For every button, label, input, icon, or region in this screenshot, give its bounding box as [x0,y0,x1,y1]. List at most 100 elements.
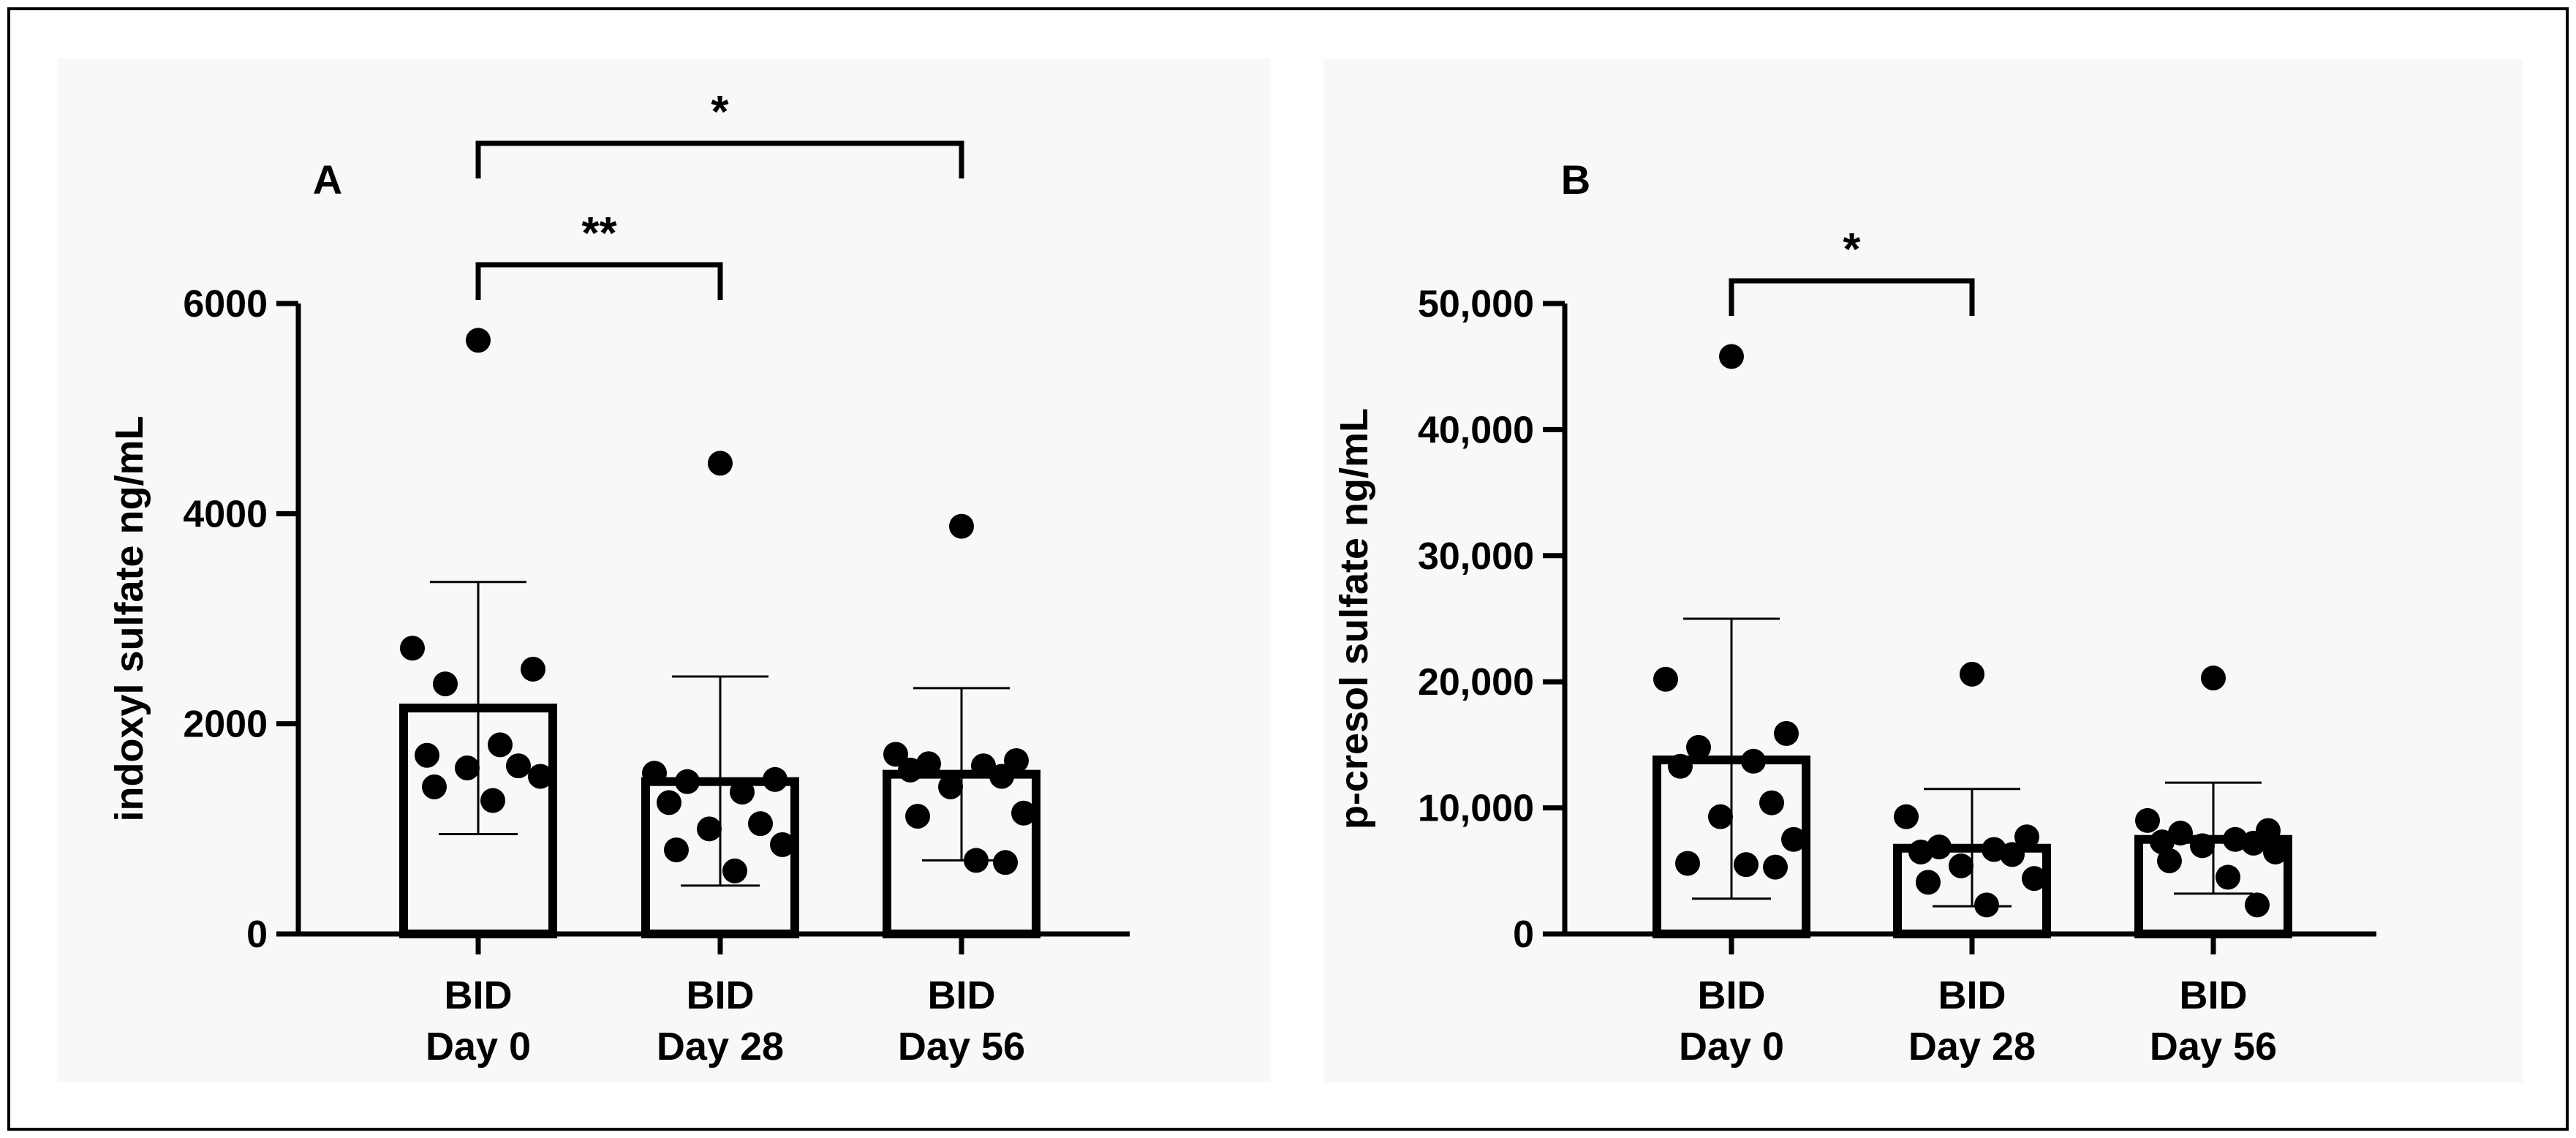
data-point [2190,833,2215,859]
data-point [506,753,531,779]
y-tick-label: 6000 [183,283,268,325]
data-point [642,761,667,786]
data-point [2157,848,2182,874]
data-point [1004,747,1029,773]
significance-label: * [1843,225,1861,275]
x-tick-label: BID [1938,973,2006,1017]
data-point [1653,666,1678,692]
x-tick-label: Day 0 [1679,1025,1784,1069]
data-point [2022,866,2047,892]
x-tick-label: Day 0 [426,1025,531,1069]
x-tick-label: Day 56 [898,1025,1025,1069]
data-point [528,764,553,789]
data-point [1708,804,1733,829]
data-point [2241,830,2266,856]
data-point [993,850,1018,875]
bar [641,777,799,939]
data-point [1960,661,1984,687]
data-point [722,858,747,883]
data-point [422,774,447,799]
data-point [989,764,1014,789]
data-point [1686,734,1711,760]
data-point [1675,851,1700,876]
x-tick-label: Day 56 [2150,1025,2277,1069]
data-point [415,742,439,768]
data-point [675,769,700,794]
y-tick-label: 0 [246,913,268,956]
data-point [1741,748,1766,774]
data-point [2000,842,2025,867]
x-tick-label: BID [2180,973,2248,1017]
data-point [1719,344,1744,369]
data-point [883,742,908,767]
panel-a-background [57,59,1271,1082]
panel-label: A [313,157,342,203]
data-point [905,804,930,829]
x-tick-label: Day 28 [1908,1025,2036,1069]
data-point [1974,892,1999,918]
data-point [949,513,974,539]
x-tick-label: Day 28 [657,1025,784,1069]
significance-label: * [711,87,729,137]
data-point [1759,790,1784,815]
data-point [2263,839,2288,864]
bar [1893,843,2051,938]
data-point [770,832,795,857]
y-tick-label: 4000 [183,493,268,535]
bar [1653,755,1810,939]
y-tick-label: 30,000 [1418,535,1534,578]
y-tick-label: 0 [1513,913,1534,956]
data-point [898,757,923,783]
panel-b-p-cresol-sulfate: Bp-cresol sulfate ng/mL 0 10,000 20,000 30,0… [1332,157,2376,1069]
data-point [964,848,989,873]
data-point [1734,852,1759,878]
data-point [2014,824,2039,850]
data-point [488,732,513,758]
x-tick-label: BID [445,973,513,1017]
data-point [1011,800,1036,826]
data-point [708,451,733,476]
data-point [1774,720,1799,746]
data-point [433,671,458,697]
data-point [763,766,787,792]
significance-bracket [1729,278,1975,316]
panel-b-background [1323,59,2523,1082]
y-axis-label: p-cresol sulfate ng/mL [1332,408,1376,829]
data-point [697,816,722,842]
x-tick-label: BID [928,973,996,1017]
data-point [455,755,480,781]
bar [399,704,557,938]
data-point [2150,829,2175,855]
data-point [1781,826,1806,852]
significance-bracket [475,262,723,300]
y-tick-label: 10,000 [1418,788,1534,830]
y-tick-label: 40,000 [1418,409,1534,451]
data-point [2216,864,2240,890]
bar [2134,834,2292,938]
data-point [1949,853,1973,878]
data-point [400,636,425,661]
data-point [1763,854,1788,880]
data-point [664,837,689,863]
data-point [1908,839,1933,864]
panel-label: B [1561,157,1590,203]
data-point [657,790,681,815]
y-axis-label: indoxyl sulfate ng/mL [107,415,151,821]
y-tick-label: 50,000 [1418,283,1534,325]
data-point [2135,807,2160,833]
x-tick-label: BID [1698,973,1766,1017]
y-tick-label: 2000 [183,704,268,746]
bar [883,769,1040,939]
data-point [521,656,545,682]
significance-bracket [475,140,964,178]
x-tick-label: BID [687,973,755,1017]
data-point [748,811,773,837]
data-point [2201,666,2226,691]
data-point [466,328,491,353]
data-point [971,753,996,779]
data-point [480,788,505,813]
data-point [2245,892,2270,918]
data-point [1894,804,1919,829]
